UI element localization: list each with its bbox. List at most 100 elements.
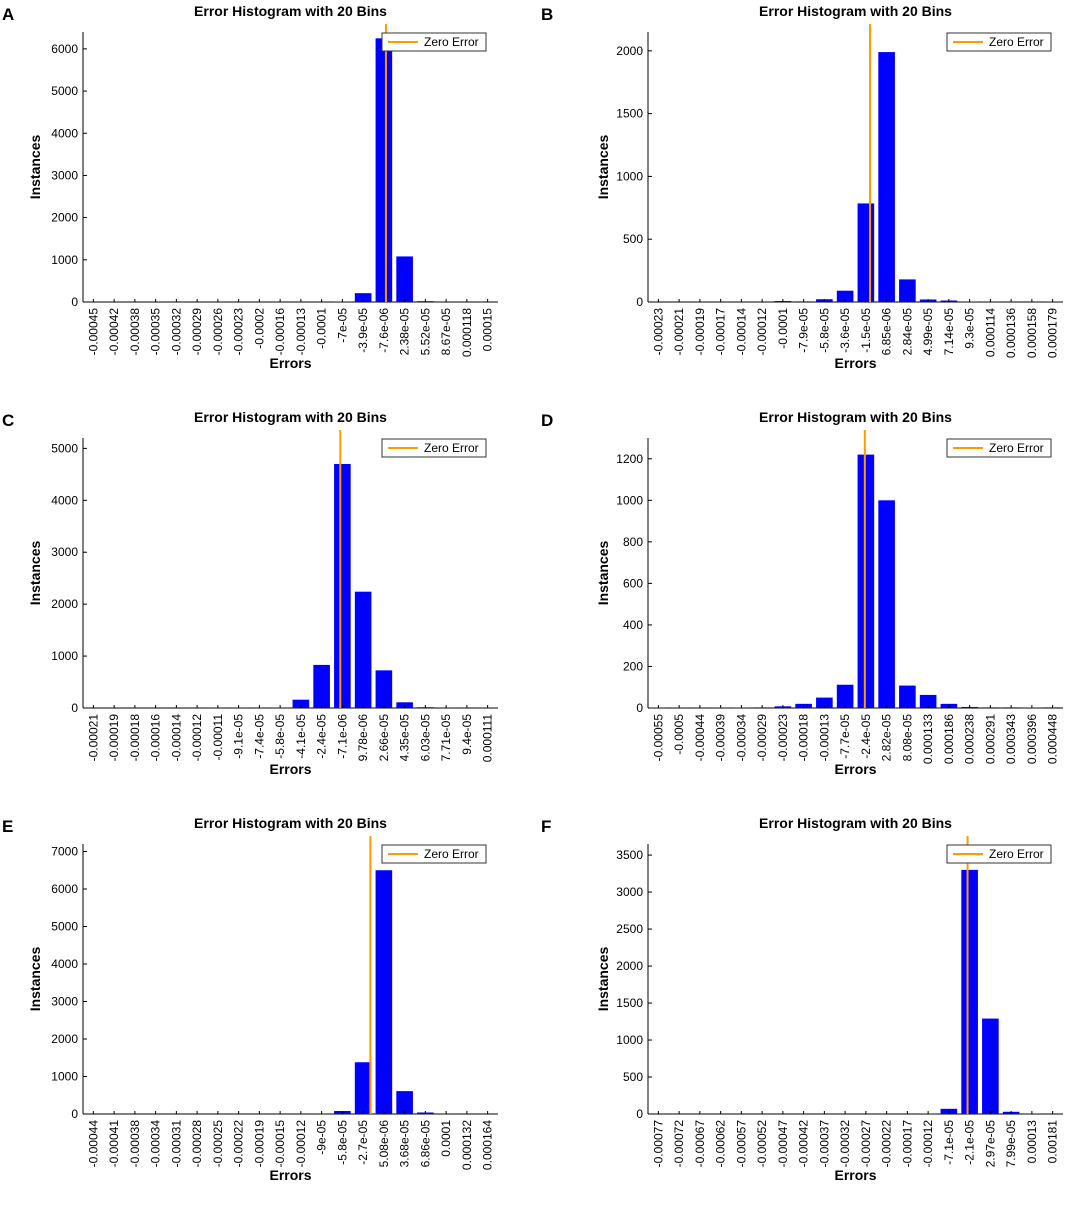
panel-letter: A xyxy=(2,5,14,24)
histogram-bar xyxy=(354,591,372,708)
x-tick-label: -0.00044 xyxy=(693,714,707,762)
y-tick-label: 1000 xyxy=(616,1033,643,1047)
x-tick-label: -0.00023 xyxy=(232,308,246,356)
x-tick-label: -0.00013 xyxy=(294,308,308,356)
x-tick-label: 0.000179 xyxy=(1046,308,1060,358)
panel-letter: B xyxy=(541,5,553,24)
x-tick-label: -7.9e-05 xyxy=(797,308,811,353)
x-tick-label: 7.14e-05 xyxy=(942,308,956,356)
y-tick-label: 3000 xyxy=(51,995,78,1009)
x-axis-label: Errors xyxy=(269,355,311,371)
legend-box xyxy=(381,32,487,52)
x-tick-label: -0.0001 xyxy=(315,308,329,349)
histogram-bar xyxy=(375,670,393,708)
x-tick-label: 0.0001 xyxy=(439,1120,453,1157)
x-tick-label: -0.00025 xyxy=(211,1120,225,1168)
y-tick-label: 3000 xyxy=(51,168,78,182)
x-tick-label: -0.00037 xyxy=(817,1120,831,1168)
x-tick-label: 6.86e-05 xyxy=(418,1120,432,1168)
x-tick-label: -0.00012 xyxy=(921,1120,935,1168)
x-tick-label: 0.00013 xyxy=(1025,1120,1039,1164)
histogram-bar xyxy=(878,52,895,303)
x-tick-label: 0.000238 xyxy=(963,714,977,764)
x-tick-label: -0.00032 xyxy=(169,308,183,356)
x-tick-label: -0.00042 xyxy=(107,308,121,356)
x-tick-label: 9.4e-05 xyxy=(460,714,474,755)
x-tick-label: -5.8e-05 xyxy=(273,714,287,759)
y-axis-label: Instances xyxy=(27,946,43,1011)
x-tick-label: -2.4e-05 xyxy=(315,714,329,759)
y-tick-label: 1000 xyxy=(616,493,643,507)
histogram-bar xyxy=(816,697,833,708)
x-tick-label: -0.00045 xyxy=(86,308,100,356)
y-tick-label: 4000 xyxy=(51,493,78,507)
x-tick-label: -9.1e-05 xyxy=(232,714,246,759)
legend-label: Zero Error xyxy=(424,35,479,49)
x-tick-label: 2.38e-05 xyxy=(398,308,412,356)
panel-letter: C xyxy=(2,411,14,430)
x-tick-label: -3.6e-05 xyxy=(838,308,852,353)
x-tick-label: -0.0005 xyxy=(672,714,686,755)
x-tick-label: -0.00022 xyxy=(232,1120,246,1168)
histogram-bar xyxy=(292,699,310,708)
x-tick-label: 0.000396 xyxy=(1025,714,1039,764)
x-tick-label: 2.97e-05 xyxy=(983,1120,997,1168)
x-tick-label: -0.00055 xyxy=(651,714,665,762)
x-tick-label: -0.00022 xyxy=(880,1120,894,1168)
legend-box xyxy=(946,32,1052,52)
x-axis-label: Errors xyxy=(269,1167,311,1183)
histogram-bar xyxy=(899,685,916,708)
x-tick-label: -5.8e-05 xyxy=(817,308,831,353)
x-tick-label: 0.000114 xyxy=(983,308,997,357)
x-tick-label: -0.00041 xyxy=(107,1120,121,1168)
x-tick-label: -0.00014 xyxy=(734,308,748,356)
x-tick-label: -0.00015 xyxy=(273,1120,287,1168)
panel-letter: F xyxy=(541,817,551,836)
x-tick-label: -0.00052 xyxy=(755,1120,769,1168)
x-tick-label: -2.1e-05 xyxy=(963,1120,977,1165)
x-tick-label: 0.000133 xyxy=(921,714,935,764)
y-tick-label: 800 xyxy=(623,535,643,549)
y-tick-label: 400 xyxy=(623,618,643,632)
x-tick-label: 2.82e-05 xyxy=(880,714,894,762)
x-tick-label: -0.00012 xyxy=(190,714,204,762)
y-tick-label: 5000 xyxy=(51,920,78,934)
x-tick-label: -0.0002 xyxy=(252,308,266,349)
y-tick-label: 3000 xyxy=(51,545,78,559)
x-tick-label: 8.67e-05 xyxy=(439,308,453,356)
y-tick-label: 2000 xyxy=(616,44,643,58)
x-tick-label: -0.00012 xyxy=(294,1120,308,1168)
x-tick-label: -0.00014 xyxy=(169,714,183,762)
x-tick-label: -0.00026 xyxy=(211,308,225,356)
panel-f: F Error Histogram with 20 Bins 0 500 1000 150… xyxy=(533,812,1065,1218)
y-tick-label: 3500 xyxy=(616,848,643,862)
y-tick-label: 1000 xyxy=(616,169,643,183)
x-tick-label: -0.00018 xyxy=(128,714,142,762)
x-axis-label: Errors xyxy=(834,1167,876,1183)
y-tick-label: 2000 xyxy=(51,597,78,611)
panel-letter: D xyxy=(541,411,553,430)
x-tick-label: -0.00028 xyxy=(190,1120,204,1168)
x-tick-label: -0.00021 xyxy=(672,308,686,356)
x-tick-label: 0.000448 xyxy=(1046,714,1060,764)
x-tick-label: -4.1e-05 xyxy=(294,714,308,759)
y-tick-label: 0 xyxy=(71,701,78,715)
chart-b: B Error Histogram with 20 Bins 0 500 1000 150… xyxy=(541,3,1063,371)
x-tick-label: -0.00038 xyxy=(128,1120,142,1168)
x-tick-label: -2.4e-05 xyxy=(859,714,873,759)
x-tick-label: 0.000132 xyxy=(460,1120,474,1170)
histogram-bar xyxy=(334,463,351,708)
x-tick-label: 0.000118 xyxy=(460,308,474,357)
y-tick-label: 0 xyxy=(636,295,643,309)
x-tick-label: -9e-05 xyxy=(315,1120,329,1155)
y-axis-label: Instances xyxy=(595,134,611,199)
y-tick-label: 1000 xyxy=(51,1070,78,1084)
x-tick-label: -0.00017 xyxy=(900,1120,914,1168)
chart-title: Error Histogram with 20 Bins xyxy=(194,409,387,425)
panel-e: E Error Histogram with 20 Bins 0 1000 2000 30… xyxy=(0,812,532,1218)
chart-title: Error Histogram with 20 Bins xyxy=(759,815,952,831)
x-tick-label: -0.00031 xyxy=(169,1120,183,1168)
x-tick-label: -0.00029 xyxy=(755,714,769,762)
legend-box xyxy=(381,844,487,864)
panel-a: A Error Histogram with 20 Bins 0 1000 2000 30… xyxy=(0,0,532,406)
